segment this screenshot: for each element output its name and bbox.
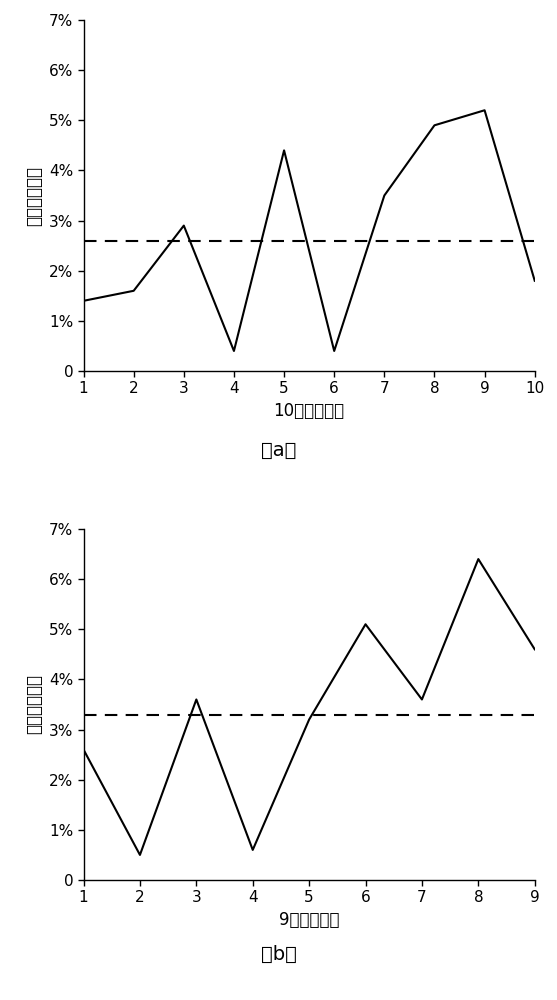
Y-axis label: 宽度相对误差: 宽度相对误差	[25, 674, 43, 734]
X-axis label: 9个不同目标: 9个不同目标	[279, 911, 339, 929]
Y-axis label: 长度相对误差: 长度相对误差	[25, 166, 43, 226]
Text: （b）: （b）	[261, 945, 296, 964]
X-axis label: 10个不同目标: 10个不同目标	[273, 402, 345, 420]
Text: （a）: （a）	[261, 440, 296, 460]
